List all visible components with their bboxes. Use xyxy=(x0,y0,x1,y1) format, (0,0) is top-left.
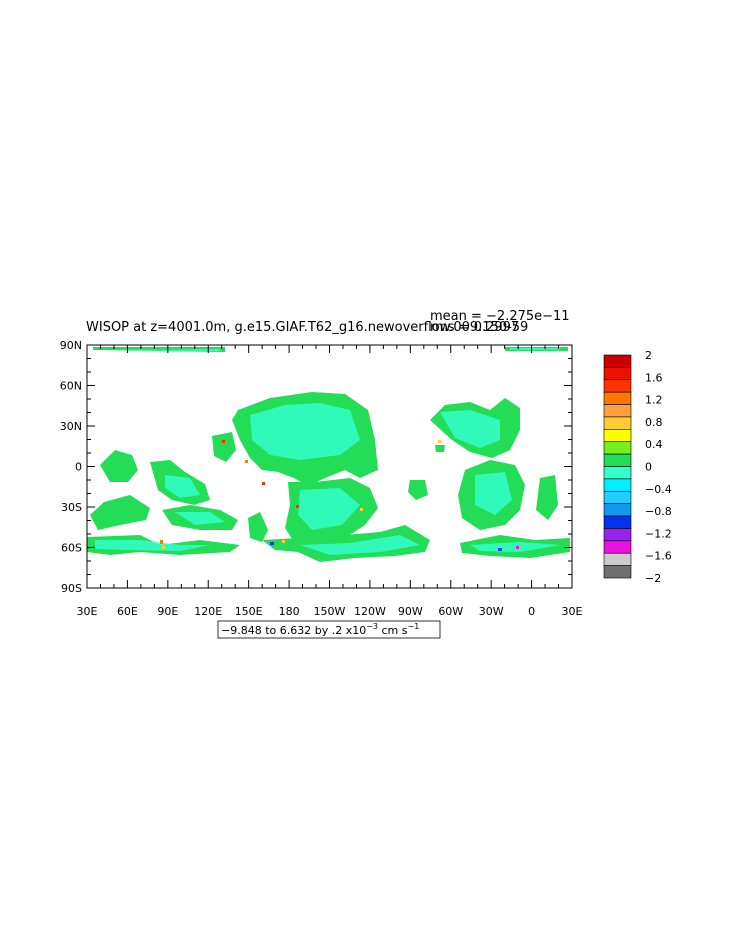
mean-label: mean = −2.275e−11 xyxy=(430,309,570,324)
rms-label: rms = 0.2997 xyxy=(430,320,519,335)
colorbar-swatch xyxy=(603,429,632,443)
colorbar-swatch xyxy=(603,367,632,381)
region-indian-west xyxy=(100,450,138,482)
colorbar-swatch xyxy=(603,391,632,405)
region-caribbean xyxy=(408,480,428,500)
colorbar-swatch xyxy=(603,565,632,579)
region-atlantic-east xyxy=(536,475,558,520)
y-tick-label: 60N xyxy=(60,380,82,393)
x-tick-label: 90E xyxy=(157,605,178,618)
colorbar-label: 0.8 xyxy=(645,416,663,429)
region-small-1 xyxy=(435,445,445,452)
plot-title: WISOP at z=4001.0m, g.e15.GIAF.T62_g16.n… xyxy=(86,320,528,335)
colorbar-swatch xyxy=(603,490,632,504)
y-tick-label: 30S xyxy=(61,501,82,514)
colorbar-label: 0.4 xyxy=(645,438,663,451)
y-tick-label: 60S xyxy=(61,542,82,555)
x-tick-label: 180 xyxy=(279,605,300,618)
region-west-pacific xyxy=(212,432,236,462)
y-tick-label: 90N xyxy=(60,339,82,352)
svg-text:−9.848 to 6.632 by .2 x10−3 cm: −9.848 to 6.632 by .2 x10−3 cm s−1 xyxy=(221,622,419,637)
x-tick-label: 120W xyxy=(354,605,386,618)
range-prefix: −9.848 to 6.632 by .2 x10 xyxy=(221,624,366,637)
colorbar-label: 2 xyxy=(645,349,652,362)
x-tick-label: 30E xyxy=(562,605,583,618)
data-extremes xyxy=(160,440,519,551)
range-unit: cm s xyxy=(378,624,408,637)
colorbar-label: −0.4 xyxy=(645,483,672,496)
x-tick-label: 150E xyxy=(235,605,263,618)
colorbar-swatch xyxy=(603,416,632,430)
x-tick-label: 60W xyxy=(438,605,463,618)
colorbar-swatch xyxy=(603,354,632,368)
data-field-cyan xyxy=(95,348,560,555)
colorbar-swatch xyxy=(603,478,632,492)
region-south-indian-2 xyxy=(248,512,268,542)
region-south-indian-1 xyxy=(90,495,150,530)
colorbar-swatch xyxy=(603,466,632,480)
x-tick-label: 0 xyxy=(528,605,535,618)
x-tick-label: 60E xyxy=(117,605,138,618)
colorbar-swatch xyxy=(603,528,632,542)
x-tick-label: 120E xyxy=(194,605,222,618)
colorbar-label: −0.8 xyxy=(645,505,672,518)
colorbar-label: 1.6 xyxy=(645,371,663,384)
x-tick-label: 30E xyxy=(77,605,98,618)
y-tick-label: 0 xyxy=(75,461,82,474)
colorbar-swatch xyxy=(603,515,632,529)
x-ticks: 30E 60E 90E 120E 150E 180 150W 120W 90W 60W 30W 0 30… xyxy=(77,345,583,618)
x-tick-label: 150W xyxy=(314,605,346,618)
colorbar-label: −1.2 xyxy=(645,527,672,540)
colorbar-label: 0 xyxy=(645,461,652,474)
range-exp: −3 xyxy=(366,622,378,631)
y-tick-label: 90S xyxy=(61,582,82,595)
colorbar: 2 1.6 1.2 0.8 0.4 0 −0.4 −0.8 −1.2 −1.6 −2 xyxy=(603,349,672,585)
map-panel: 90N 60N 30N 0 30S 60S 90S 30E 60E 90E 120E 150E 180… xyxy=(60,339,583,618)
colorbar-label: −2 xyxy=(645,572,661,585)
colorbar-swatch xyxy=(603,552,632,566)
y-ticks: 90N 60N 30N 0 30S 60S 90S xyxy=(60,339,572,595)
colorbar-label: 1.2 xyxy=(645,394,663,407)
range-label: −9.848 to 6.632 by .2 x10−3 cm s−1 xyxy=(217,620,441,639)
range-unit-exp: −1 xyxy=(408,622,420,631)
y-tick-label: 30N xyxy=(60,420,82,433)
colorbar-swatch xyxy=(603,453,632,467)
x-tick-label: 30W xyxy=(479,605,504,618)
colorbar-swatch xyxy=(603,404,632,418)
colorbar-label: −1.6 xyxy=(645,550,672,563)
colorbar-swatch xyxy=(603,540,632,554)
x-tick-label: 90W xyxy=(398,605,423,618)
colorbar-swatch xyxy=(603,503,632,517)
colorbar-swatch xyxy=(603,379,632,393)
colorbar-swatch xyxy=(603,441,632,455)
